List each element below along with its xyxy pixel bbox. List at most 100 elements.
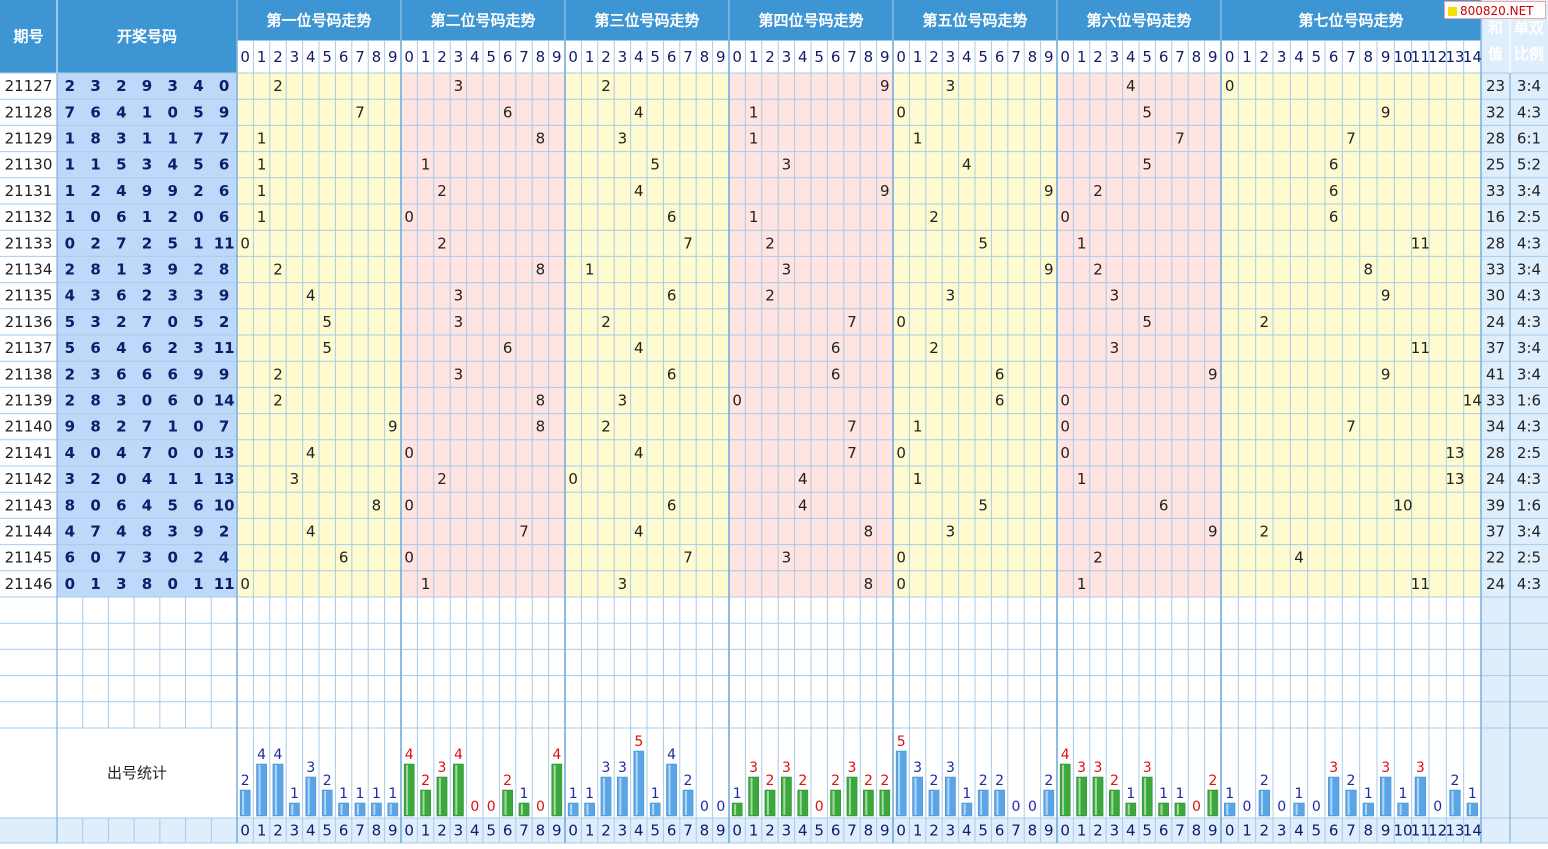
draw-digit: 6 <box>167 365 177 383</box>
trend-mark: 3 <box>454 287 464 305</box>
count-bar <box>977 789 989 817</box>
count-label: 3 <box>1143 760 1152 776</box>
count-bar <box>584 802 595 817</box>
count-label: 1 <box>733 786 742 802</box>
issue-number: 21145 <box>5 549 53 567</box>
digit-footer-label: 2 <box>1093 822 1103 840</box>
digit-header-label: 11 <box>1411 48 1430 66</box>
trend-mark: 1 <box>749 208 759 226</box>
digit-header-label: 9 <box>388 48 398 66</box>
count-label: 3 <box>946 760 955 776</box>
count-bar-highlight <box>898 752 901 815</box>
sum-value: 28 <box>1486 234 1505 252</box>
digit-footer-label: 2 <box>273 822 283 840</box>
draw-digit: 6 <box>142 365 152 383</box>
trend-mark: 6 <box>1159 496 1169 514</box>
count-label: 3 <box>782 760 791 776</box>
sum-value: 24 <box>1486 313 1505 331</box>
count-bar <box>420 789 431 817</box>
issue-number: 21127 <box>5 77 53 95</box>
digit-header-label: 2 <box>765 48 775 66</box>
digit-header-label: 3 <box>1277 48 1287 66</box>
count-label: 2 <box>684 773 693 789</box>
digit-header-label: 0 <box>404 48 414 66</box>
count-label: 0 <box>1433 799 1442 815</box>
count-bar-highlight <box>930 791 933 815</box>
digit-header-label: 1 <box>585 48 595 66</box>
count-bar <box>748 776 759 817</box>
count-label: 1 <box>388 786 397 802</box>
draw-digit: 5 <box>116 156 126 174</box>
count-bar <box>321 789 333 817</box>
draw-digit: 4 <box>219 549 229 567</box>
count-label: 2 <box>995 773 1004 789</box>
count-bar-highlight <box>1399 804 1402 815</box>
digit-header-label: 4 <box>470 48 480 66</box>
draw-digit: 6 <box>219 156 229 174</box>
draw-digit: 0 <box>193 418 203 436</box>
draw-digit: 3 <box>142 549 152 567</box>
draw-digit: 0 <box>90 549 100 567</box>
count-bar-highlight <box>1209 791 1212 815</box>
count-bar-highlight <box>1468 804 1471 815</box>
digit-header-label: 7 <box>1175 48 1185 66</box>
trend-mark: 6 <box>503 103 513 121</box>
draw-digit: 8 <box>142 575 152 593</box>
count-label: 1 <box>372 786 381 802</box>
trend-mark: 1 <box>749 130 759 148</box>
count-label: 5 <box>634 734 643 750</box>
draw-digit: 3 <box>193 339 203 357</box>
count-bar-highlight <box>848 778 851 815</box>
digit-header-label: 0 <box>568 48 578 66</box>
count-bar-highlight <box>914 778 917 815</box>
digit-footer-label: 0 <box>896 822 906 840</box>
trend-mark: 0 <box>568 470 578 488</box>
trend-mark: 3 <box>454 77 464 95</box>
issue-number: 21139 <box>5 392 53 410</box>
count-bar <box>567 802 579 817</box>
draw-digit: 3 <box>167 77 177 95</box>
count-bar-highlight <box>996 791 999 815</box>
count-label: 4 <box>274 747 283 763</box>
digit-header-label: 5 <box>486 48 496 66</box>
count-bar <box>1414 776 1426 817</box>
digit-header-label: 1 <box>257 48 267 66</box>
count-label: 1 <box>1225 786 1234 802</box>
trend-mark: 0 <box>404 444 414 462</box>
trend-mark: 6 <box>995 392 1005 410</box>
issue-number: 21133 <box>5 234 53 252</box>
trend-mark: 0 <box>896 549 906 567</box>
digit-footer-label: 7 <box>847 822 857 840</box>
count-label: 1 <box>290 786 299 802</box>
trend-mark: 2 <box>601 77 611 95</box>
digit-header-label: 5 <box>978 48 988 66</box>
count-bar-highlight <box>783 778 786 815</box>
count-label: 2 <box>1110 773 1119 789</box>
draw-digit: 11 <box>214 339 235 357</box>
draw-digit: 0 <box>65 575 75 593</box>
ratio-value: 2:5 <box>1517 444 1541 462</box>
draw-digit: 9 <box>193 523 203 541</box>
draw-digit: 2 <box>219 523 229 541</box>
count-bar <box>403 763 415 817</box>
draw-digit: 6 <box>219 182 229 200</box>
digit-footer-label: 9 <box>552 822 562 840</box>
draw-digit: 7 <box>116 549 126 567</box>
trend-mark: 9 <box>388 418 398 436</box>
count-bar <box>551 763 563 817</box>
position-header-2: 第二位号码走势 <box>430 12 535 30</box>
draw-digit: 7 <box>193 130 203 148</box>
issue-number: 21134 <box>5 261 53 279</box>
digit-footer-label: 0 <box>568 822 578 840</box>
count-label: 1 <box>1364 786 1373 802</box>
trend-mark: 2 <box>929 208 939 226</box>
digit-footer-label: 6 <box>1329 822 1339 840</box>
count-bar <box>1141 776 1153 817</box>
draw-digit: 4 <box>116 103 126 121</box>
digit-footer-label: 6 <box>995 822 1005 840</box>
count-bar-highlight <box>324 791 327 815</box>
ratio-value: 4:3 <box>1517 287 1541 305</box>
digit-footer-label: 11 <box>1411 822 1430 840</box>
digit-header-label: 5 <box>1142 48 1152 66</box>
count-bar-highlight <box>340 804 343 815</box>
